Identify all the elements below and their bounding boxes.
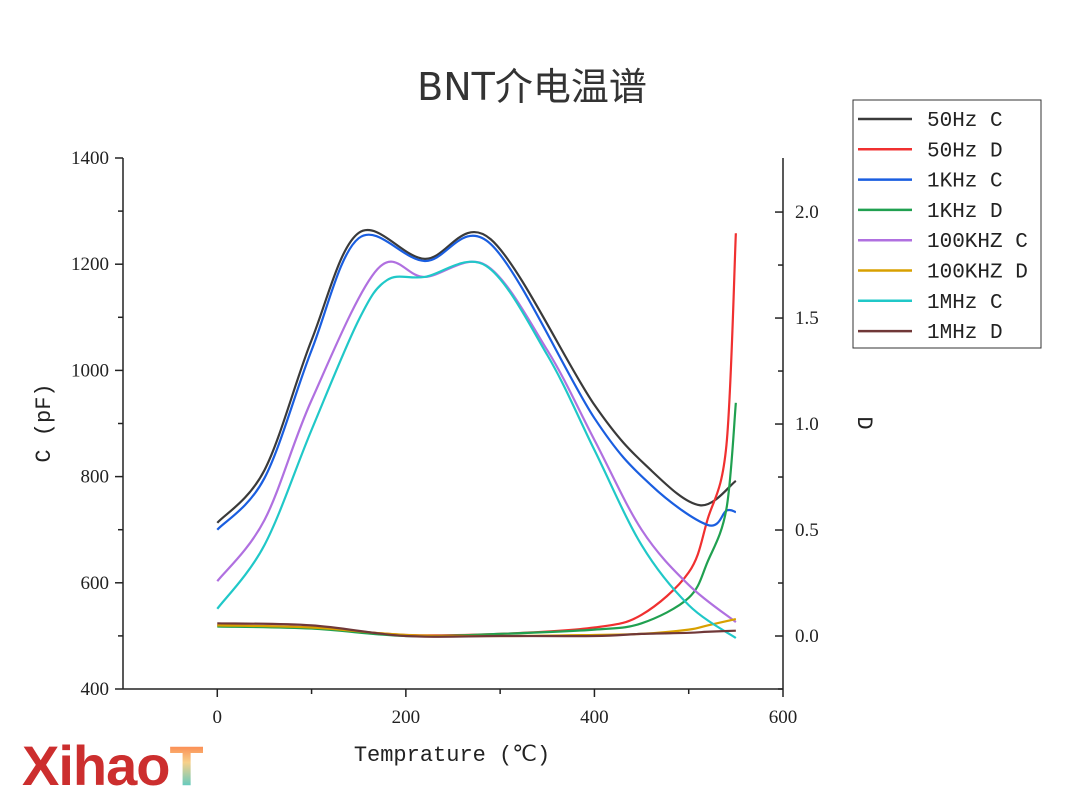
x-tick-label: 200	[392, 707, 421, 728]
series-lines	[216, 229, 737, 639]
y2-tick-label: 0.5	[795, 520, 819, 541]
watermark-accent: T	[169, 734, 203, 797]
y2-axis-label: D	[851, 416, 876, 429]
legend-label-1khz-c: 1KHz C	[927, 171, 1003, 194]
legend: 50Hz C 50Hz D 1KHz C 1KHz D 100KHZ C 100KHZ D…	[852, 99, 1042, 349]
axes: 0 200 400 600 400 600 800 1000 1200 1400 0.0 0.5 1.0…	[71, 148, 819, 728]
series-line-1mhz-d	[217, 622, 736, 638]
x-tick-label: 600	[769, 707, 798, 728]
y-tick-label: 1400	[71, 148, 109, 169]
y2-tick-label: 1.5	[795, 308, 819, 329]
y2-tick-label: 2.0	[795, 202, 819, 223]
chart-title: BNT介电温谱	[417, 65, 647, 109]
watermark-main: Xihao	[22, 734, 170, 797]
series-line-50hz-c	[216, 229, 737, 524]
y-tick-label: 1000	[71, 360, 109, 381]
y-tick-label: 1200	[71, 254, 109, 275]
legend-label-100khz-c: 100KHZ C	[927, 231, 1028, 254]
x-tick-label: 0	[213, 707, 223, 728]
legend-label-50hz-d: 50Hz D	[927, 140, 1003, 163]
series-line-50hz-d	[217, 233, 737, 637]
y-tick-label: 400	[81, 679, 110, 700]
legend-label-1khz-d: 1KHz D	[927, 201, 1003, 224]
legend-label-1mhz-d: 1MHz D	[927, 322, 1003, 345]
y2-tick-label: 1.0	[795, 414, 819, 435]
series-line-1mhz-c	[216, 260, 737, 639]
x-axis-label: Temprature (℃)	[354, 743, 550, 768]
x-tick-label: 400	[580, 707, 609, 728]
y-tick-label: 600	[81, 573, 110, 594]
series-line-1khz-d	[217, 402, 737, 638]
series-line-1khz-c	[216, 233, 737, 531]
y-tick-label: 800	[81, 467, 110, 488]
legend-label-50hz-c: 50Hz C	[927, 110, 1003, 133]
y2-tick-label: 0.0	[795, 626, 819, 647]
legend-label-100khz-d: 100KHZ D	[927, 262, 1028, 285]
legend-label-1mhz-c: 1MHz C	[927, 292, 1003, 315]
watermark-logo: XihaoT	[22, 738, 204, 798]
y-axis-label: C (pF)	[32, 383, 57, 462]
